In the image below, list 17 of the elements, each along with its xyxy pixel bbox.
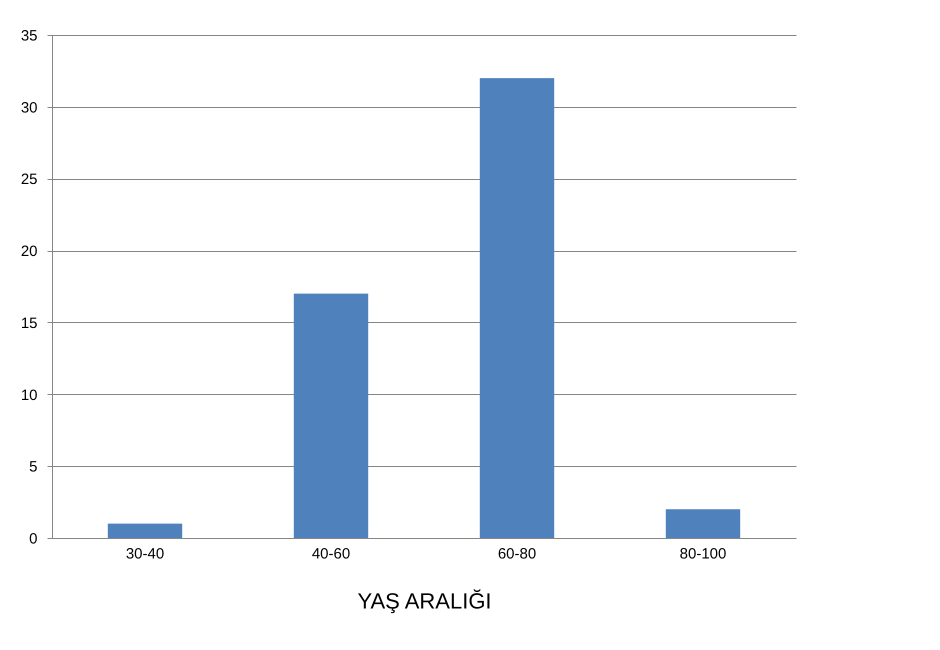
- y-tick-label: 20: [20, 243, 38, 260]
- y-tick-label: 35: [20, 28, 38, 44]
- y-tick-label: 25: [20, 171, 38, 188]
- y-tick-label: 10: [20, 386, 38, 404]
- bar: [480, 78, 554, 538]
- bar: [294, 294, 368, 538]
- x-axis-title: YAŞ ARALIĞI: [357, 588, 492, 614]
- x-tick-label: 80-100: [680, 546, 726, 562]
- y-tick-label: 30: [20, 99, 38, 116]
- bar: [108, 524, 182, 538]
- y-tick-label: 15: [20, 314, 38, 332]
- x-tick-label: 60-80: [498, 546, 536, 562]
- x-tick-label: 30-40: [126, 546, 164, 562]
- y-tick-label: 5: [29, 458, 38, 476]
- x-tick-label: 40-60: [312, 546, 350, 562]
- y-tick-label: 0: [29, 530, 38, 548]
- bar: [666, 509, 740, 538]
